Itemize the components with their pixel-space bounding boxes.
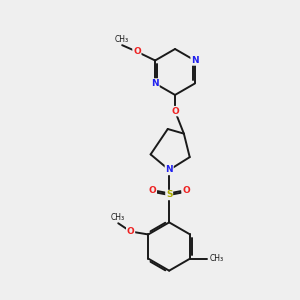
- Text: N: N: [165, 166, 173, 175]
- Text: N: N: [151, 79, 159, 88]
- Text: CH₃: CH₃: [209, 254, 224, 263]
- Text: O: O: [133, 47, 141, 56]
- Text: CH₃: CH₃: [115, 35, 129, 44]
- Text: O: O: [148, 186, 156, 195]
- Text: O: O: [171, 106, 179, 116]
- Text: O: O: [127, 227, 134, 236]
- Text: N: N: [191, 56, 199, 65]
- Text: S: S: [166, 190, 172, 200]
- Text: CH₃: CH₃: [111, 213, 125, 222]
- Text: O: O: [182, 186, 190, 195]
